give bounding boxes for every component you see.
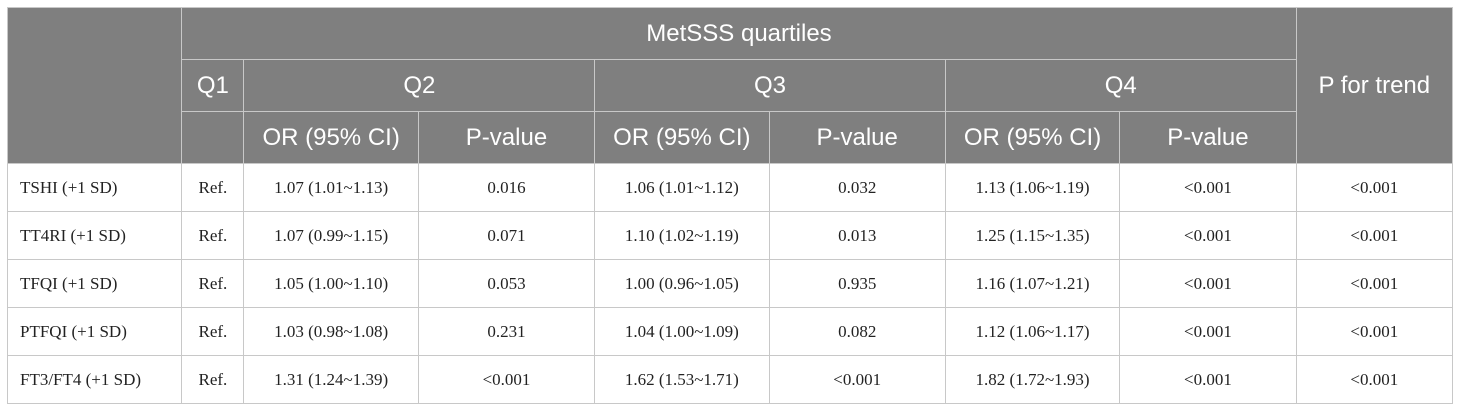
row-label: PTFQI (+1 SD) <box>6 307 183 356</box>
q3-or-cell: 1.00 (0.96~1.05) <box>594 259 770 308</box>
q3-header: Q3 <box>594 59 946 112</box>
trend-cell: <0.001 <box>1295 307 1454 356</box>
trend-cell: <0.001 <box>1295 355 1454 404</box>
q2-or-cell: 1.03 (0.98~1.08) <box>243 307 419 356</box>
q3-p-cell: 0.935 <box>768 259 946 308</box>
q4-or-cell: 1.25 (1.15~1.35) <box>944 211 1121 260</box>
row-label: FT3/FT4 (+1 SD) <box>6 355 183 404</box>
trend-header: P for trend <box>1295 7 1454 164</box>
q1-cell: Ref. <box>181 211 245 260</box>
group-title: MetSSS quartiles <box>181 7 1297 60</box>
q2-header: Q2 <box>243 59 596 112</box>
trend-cell: <0.001 <box>1295 259 1454 308</box>
q2-p-cell: <0.001 <box>417 355 596 404</box>
q1-cell: Ref. <box>181 355 245 404</box>
q1-sub-header <box>181 111 245 164</box>
q3-or-cell: 1.06 (1.01~1.12) <box>594 163 770 212</box>
q2-or-header: OR (95% CI) <box>243 111 419 164</box>
q2-p-cell: 0.071 <box>417 211 596 260</box>
row-label: TT4RI (+1 SD) <box>6 211 183 260</box>
q3-p-header: P-value <box>768 111 946 164</box>
q1-cell: Ref. <box>181 163 245 212</box>
q1-header: Q1 <box>181 59 245 112</box>
q2-p-header: P-value <box>417 111 596 164</box>
q4-p-cell: <0.001 <box>1119 355 1297 404</box>
q2-or-cell: 1.31 (1.24~1.39) <box>243 355 419 404</box>
row-label: TSHI (+1 SD) <box>6 163 183 212</box>
q3-or-cell: 1.10 (1.02~1.19) <box>594 211 770 260</box>
q4-header: Q4 <box>944 59 1297 112</box>
q4-p-cell: <0.001 <box>1119 259 1297 308</box>
table-body: TSHI (+1 SD) Ref. 1.07 (1.01~1.13) 0.016… <box>6 163 1454 404</box>
q3-p-cell: 0.082 <box>768 307 946 356</box>
trend-cell: <0.001 <box>1295 211 1454 260</box>
q2-p-cell: 0.016 <box>417 163 596 212</box>
q3-p-cell: <0.001 <box>768 355 946 404</box>
q2-or-cell: 1.07 (0.99~1.15) <box>243 211 419 260</box>
table-row: TFQI (+1 SD) Ref. 1.05 (1.00~1.10) 0.053… <box>6 259 1454 308</box>
corner-cell <box>6 7 183 164</box>
q4-or-header: OR (95% CI) <box>944 111 1121 164</box>
q3-or-header: OR (95% CI) <box>594 111 770 164</box>
q2-p-cell: 0.053 <box>417 259 596 308</box>
row-label: TFQI (+1 SD) <box>6 259 183 308</box>
q4-p-cell: <0.001 <box>1119 163 1297 212</box>
q2-p-cell: 0.231 <box>417 307 596 356</box>
q1-cell: Ref. <box>181 259 245 308</box>
q4-or-cell: 1.13 (1.06~1.19) <box>944 163 1121 212</box>
q4-or-cell: 1.82 (1.72~1.93) <box>944 355 1121 404</box>
q3-or-cell: 1.04 (1.00~1.09) <box>594 307 770 356</box>
q2-or-cell: 1.05 (1.00~1.10) <box>243 259 419 308</box>
q4-p-cell: <0.001 <box>1119 307 1297 356</box>
table-header: MetSSS quartiles P for trend Q1 Q2 Q3 Q4… <box>6 7 1454 164</box>
q4-p-cell: <0.001 <box>1119 211 1297 260</box>
table-row: TSHI (+1 SD) Ref. 1.07 (1.01~1.13) 0.016… <box>6 163 1454 212</box>
q3-p-cell: 0.013 <box>768 211 946 260</box>
q4-or-cell: 1.12 (1.06~1.17) <box>944 307 1121 356</box>
table-container: MetSSS quartiles P for trend Q1 Q2 Q3 Q4… <box>6 7 1454 404</box>
q2-or-cell: 1.07 (1.01~1.13) <box>243 163 419 212</box>
table-row: FT3/FT4 (+1 SD) Ref. 1.31 (1.24~1.39) <0… <box>6 355 1454 404</box>
q3-p-cell: 0.032 <box>768 163 946 212</box>
results-table: MetSSS quartiles P for trend Q1 Q2 Q3 Q4… <box>6 7 1454 404</box>
q3-or-cell: 1.62 (1.53~1.71) <box>594 355 770 404</box>
q1-cell: Ref. <box>181 307 245 356</box>
q4-p-header: P-value <box>1119 111 1297 164</box>
trend-cell: <0.001 <box>1295 163 1454 212</box>
table-row: PTFQI (+1 SD) Ref. 1.03 (0.98~1.08) 0.23… <box>6 307 1454 356</box>
table-row: TT4RI (+1 SD) Ref. 1.07 (0.99~1.15) 0.07… <box>6 211 1454 260</box>
q4-or-cell: 1.16 (1.07~1.21) <box>944 259 1121 308</box>
